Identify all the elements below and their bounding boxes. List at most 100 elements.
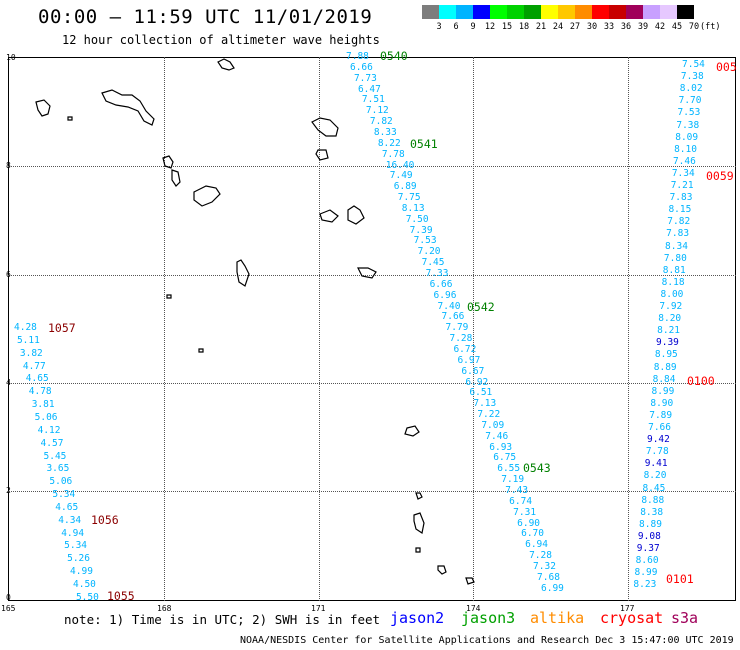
wave-height-value: 4.99 [70, 566, 93, 578]
island-outline [357, 267, 377, 279]
color-scale-label: 33 [603, 22, 615, 32]
legend-jason3: jason3 [461, 609, 516, 627]
island-outline [319, 209, 339, 223]
wave-height-value: 7.28 [449, 333, 473, 345]
wave-height-value: 7.31 [513, 506, 537, 518]
grid-line-171 [319, 57, 320, 601]
island-outline [171, 169, 181, 187]
wave-height-value: 7.82 [667, 216, 691, 228]
island-outline [311, 117, 339, 137]
wave-height-value: 6.67 [461, 365, 485, 377]
color-scale-label: 30 [586, 22, 598, 32]
wave-height-value: 4.28 [14, 322, 37, 333]
pass-time-label: 0540 [380, 49, 408, 63]
wave-height-value: 7.38 [676, 119, 700, 131]
legend-cryosat: cryosat [600, 609, 664, 627]
x-tick-168: 168 [157, 604, 172, 613]
wave-height-value: 8.00 [660, 288, 684, 300]
wave-height-value: 7.54 [682, 59, 705, 70]
wave-height-value: 8.20 [643, 470, 667, 482]
wave-height-value: 8.38 [640, 506, 664, 518]
grid-line-6 [8, 275, 736, 276]
color-swatch [456, 5, 473, 19]
wave-height-value: 7.73 [353, 72, 377, 84]
wave-height-value: 7.20 [417, 246, 441, 258]
legend-jason2: jason2 [390, 609, 445, 627]
island-outline [437, 565, 447, 575]
wave-height-value: 3.65 [46, 463, 70, 475]
wave-height-value: 7.49 [389, 170, 413, 182]
wave-height-value: 8.20 [658, 313, 682, 325]
wave-height-value: 8.15 [668, 204, 692, 216]
wave-height-value: 7.39 [409, 224, 433, 236]
wave-height-value: 5.50 [75, 591, 99, 603]
wave-height-value: 9.37 [636, 543, 660, 554]
grid-line-168 [164, 57, 165, 601]
wave-height-value: 8.21 [657, 325, 681, 337]
wave-height-value: 9.41 [644, 458, 668, 470]
wave-height-value: 5.11 [16, 334, 40, 346]
wave-height-value: 7.88 [346, 51, 369, 62]
color-swatch [541, 5, 558, 19]
x-tick-174: 174 [466, 604, 481, 613]
wave-height-value: 6.96 [433, 289, 457, 301]
legend-altika: altika [530, 609, 585, 627]
wave-height-value: 6.72 [453, 343, 477, 355]
island-outline [101, 89, 155, 126]
wave-height-value: 9.08 [637, 530, 661, 542]
color-scale-label: 27 [569, 22, 581, 32]
wave-height-value: 8.84 [652, 373, 676, 385]
credit-line: NOAA/NESDIS Center for Satellite Applica… [240, 635, 734, 646]
wave-height-value: 4.77 [22, 360, 46, 372]
wave-height-value: 7.13 [473, 398, 497, 410]
wave-height-value: 3.82 [19, 347, 43, 359]
wave-height-value: 7.28 [529, 550, 552, 562]
color-scale-label: 39 [637, 22, 649, 32]
wave-height-value: 7.78 [381, 148, 405, 160]
x-tick-171: 171 [311, 604, 326, 613]
color-scale-label: 42 [654, 22, 666, 32]
wave-height-value: 6.93 [489, 441, 513, 453]
wave-height-value: 7.66 [441, 311, 465, 323]
grid-line-177 [628, 57, 629, 601]
wave-height-value: 5.34 [52, 489, 76, 501]
grid-line-174 [473, 57, 474, 601]
wave-height-value: 4.78 [28, 386, 52, 398]
wave-height-value: 8.13 [401, 202, 425, 214]
pass-time-label: 0101 [666, 572, 694, 586]
island-outline [166, 294, 172, 299]
y-tick-8: 8 [6, 161, 11, 170]
y-tick-10: 10 [6, 53, 16, 62]
island-outline [465, 577, 475, 585]
grid-line-2 [8, 491, 736, 492]
y-tick-4: 4 [6, 378, 11, 387]
pass-time-label: 0059 [706, 169, 734, 183]
wave-height-value: 6.97 [457, 354, 481, 366]
wave-height-value: 6.47 [357, 83, 381, 95]
wave-height-value: 7.83 [666, 228, 690, 240]
color-swatch [643, 5, 660, 19]
island-outline [404, 425, 420, 437]
map-plot-area [8, 57, 736, 601]
wave-height-value: 8.99 [634, 567, 658, 579]
color-scale-label: 45 [671, 22, 683, 32]
y-tick-0: 0 [6, 593, 11, 602]
wave-height-value: 6.90 [517, 517, 541, 529]
color-scale-label: 15 [501, 22, 513, 32]
color-swatch [524, 5, 541, 19]
wave-height-value: 7.79 [445, 322, 469, 334]
wave-height-value: 6.51 [469, 387, 493, 399]
wave-height-value: 4.65 [55, 501, 79, 513]
wave-height-value: 8.18 [661, 276, 685, 288]
color-scale-label: 36 [620, 22, 632, 32]
island-outline [67, 116, 73, 121]
x-tick-177: 177 [620, 604, 635, 613]
wave-height-value: 5.45 [43, 450, 67, 462]
wave-height-value: 7.45 [421, 257, 445, 269]
wave-height-value: 7.43 [505, 485, 529, 496]
wave-height-value: 4.50 [73, 579, 96, 590]
color-swatch [626, 5, 643, 19]
island-outline [236, 259, 250, 287]
island-outline [413, 512, 425, 534]
